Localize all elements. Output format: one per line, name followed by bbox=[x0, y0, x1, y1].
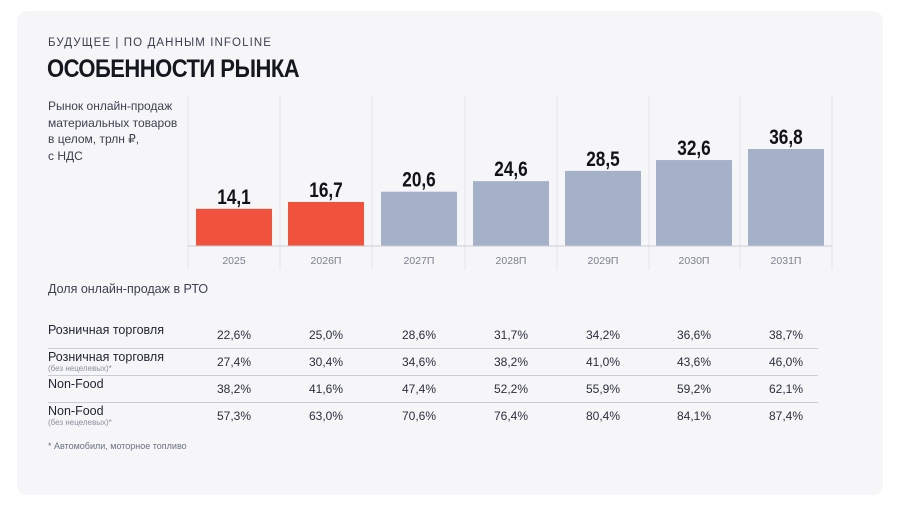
data-label: 14,1 bbox=[217, 186, 251, 209]
x-tick-label: 2026П bbox=[311, 255, 342, 267]
data-label: 28,5 bbox=[586, 148, 620, 171]
row-label: Non-Food bbox=[48, 377, 104, 391]
table-row: Розничная торговля (без нецелевых)* 27,4% 3… bbox=[48, 349, 818, 376]
table-cell: 80,4% bbox=[585, 409, 621, 423]
table-cell: 59,2% bbox=[676, 382, 712, 396]
table-cell: 31,7% bbox=[493, 328, 529, 342]
table-cell: 27,4% bbox=[216, 355, 252, 369]
bar-2029П bbox=[565, 170, 641, 246]
table-cell: 55,9% bbox=[585, 382, 621, 396]
table-cell: 52,2% bbox=[493, 382, 529, 396]
table-cell: 28,6% bbox=[401, 328, 437, 342]
table-cell: 25,0% bbox=[308, 328, 344, 342]
table-row: Non-Food (без нецелевых)* 57,3% 63,0% 70,6% 7… bbox=[48, 403, 818, 429]
data-label: 32,6 bbox=[677, 138, 711, 161]
table-cell: 41,0% bbox=[585, 355, 621, 369]
page-title: ОСОБЕННОСТИ РЫНКА bbox=[47, 55, 300, 83]
table-cell: 62,1% bbox=[768, 382, 804, 396]
footnote: * Автомобили, моторное топливо bbox=[48, 441, 187, 451]
table-cell: 34,2% bbox=[585, 328, 621, 342]
table-cell: 47,4% bbox=[401, 382, 437, 396]
x-tick-label: 2029П bbox=[588, 255, 619, 267]
bar-2028П bbox=[473, 181, 549, 246]
table-cell: 70,6% bbox=[401, 409, 437, 423]
table-cell: 41,6% bbox=[308, 382, 344, 396]
bar-2025 bbox=[196, 208, 272, 246]
row-label-text: Non-Food bbox=[48, 404, 104, 418]
row-label: Non-Food (без нецелевых)* bbox=[48, 404, 112, 428]
bar-2031П bbox=[748, 149, 824, 246]
share-table-label: Доля онлайн-продаж в РТО bbox=[48, 282, 209, 296]
table-cell: 76,4% bbox=[493, 409, 529, 423]
data-label: 16,7 bbox=[309, 179, 343, 202]
kicker: БУДУЩЕЕ | ПО ДАННЫМ INFOLINE bbox=[48, 37, 273, 49]
x-tick-label: 2027П bbox=[404, 255, 435, 267]
row-label-text: Non-Food bbox=[48, 377, 104, 391]
slide-panel bbox=[17, 11, 883, 495]
data-label: 20,6 bbox=[402, 169, 436, 192]
row-label-note: (без нецелевых)* bbox=[48, 364, 112, 373]
data-label: 36,8 bbox=[769, 127, 803, 150]
table-cell: 38,7% bbox=[768, 328, 804, 342]
table-row: Non-Food 38,2% 41,6% 47,4% 52,2% 55,9% 59,2% 62… bbox=[48, 376, 818, 403]
chart-caption: Рынок онлайн-продаж материальных товаров… bbox=[48, 99, 178, 163]
row-label: Розничная торговля (без нецелевых)* bbox=[48, 350, 164, 374]
bar-2030П bbox=[656, 160, 732, 246]
x-tick-label: 2028П bbox=[496, 255, 527, 267]
table-cell: 36,6% bbox=[676, 328, 712, 342]
row-label: Розничная торговля bbox=[48, 323, 164, 337]
table-cell: 34,6% bbox=[401, 355, 437, 369]
x-tick-label: 2030П bbox=[679, 255, 710, 267]
x-tick-label: 2025 bbox=[222, 255, 246, 267]
share-table: Розничная торговля 22,6% 25,0% 28,6% 31,7% 34… bbox=[48, 322, 818, 429]
table-cell: 30,4% bbox=[308, 355, 344, 369]
row-label-note: (без нецелевых)* bbox=[48, 418, 112, 427]
table-cell: 43,6% bbox=[676, 355, 712, 369]
table-row: Розничная торговля 22,6% 25,0% 28,6% 31,7% 34… bbox=[48, 322, 818, 349]
table-cell: 57,3% bbox=[216, 409, 252, 423]
x-tick-label: 2031П bbox=[771, 255, 802, 267]
data-label: 24,6 bbox=[494, 159, 528, 182]
market-bar-chart: 14,1 2025 16,7 2026П 20,6 2027П 24,6 2028П 28,5 2… bbox=[187, 96, 833, 270]
table-cell: 46,0% bbox=[768, 355, 804, 369]
row-label-text: Розничная торговля bbox=[48, 323, 164, 337]
bar-2027П bbox=[381, 191, 457, 246]
table-cell: 84,1% bbox=[676, 409, 712, 423]
table-cell: 87,4% bbox=[768, 409, 804, 423]
table-cell: 38,2% bbox=[216, 382, 252, 396]
table-cell: 22,6% bbox=[216, 328, 252, 342]
table-cell: 38,2% bbox=[493, 355, 529, 369]
bar-2026П bbox=[288, 201, 364, 246]
table-cell: 63,0% bbox=[308, 409, 344, 423]
row-label-text: Розничная торговля bbox=[48, 350, 164, 364]
